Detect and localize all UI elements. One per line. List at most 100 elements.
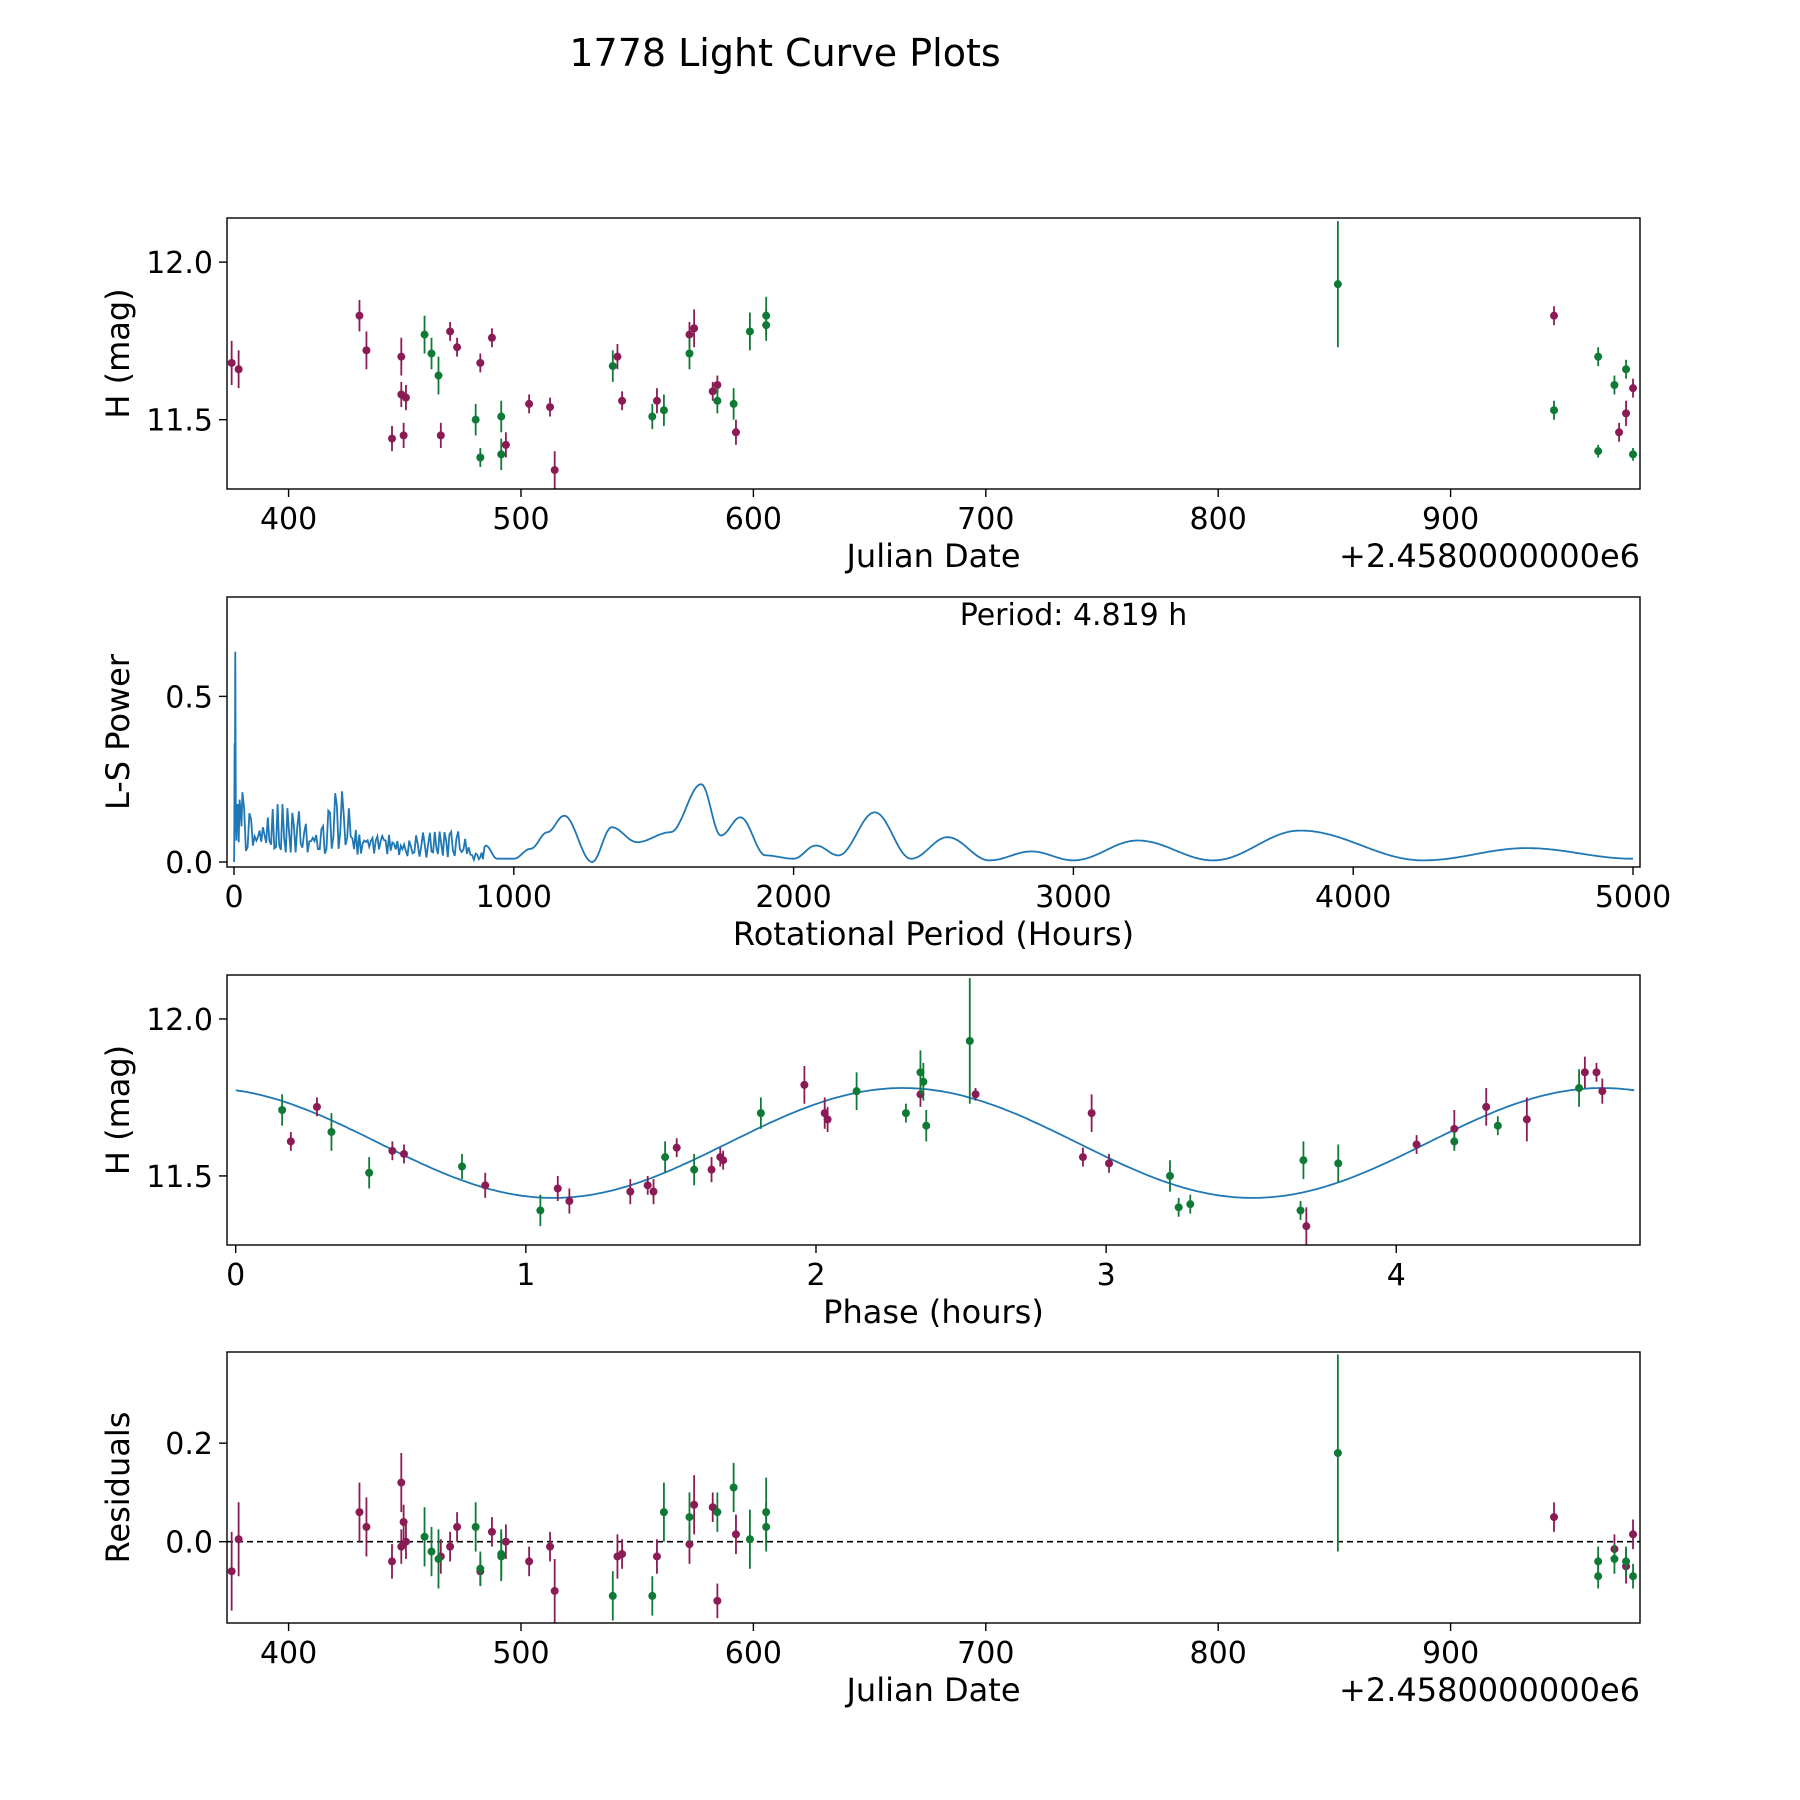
x-axis-label: Rotational Period (Hours) [733, 915, 1134, 953]
data-point [397, 352, 406, 361]
data-point [327, 1127, 336, 1136]
data-point [487, 1527, 496, 1536]
data-point [399, 431, 408, 440]
data-point [685, 349, 694, 358]
data-point [365, 1168, 374, 1177]
data-point [1629, 450, 1638, 459]
data-point [707, 1165, 716, 1174]
data-point [355, 1508, 364, 1517]
data-point [1594, 447, 1603, 456]
data-point [476, 453, 485, 462]
data-point [401, 393, 410, 402]
data-point [916, 1068, 925, 1077]
data-point [852, 1087, 861, 1096]
data-point [1450, 1124, 1459, 1133]
data-point [227, 1567, 236, 1576]
x-tick-label: 900 [1422, 1636, 1479, 1671]
data-point [713, 396, 722, 405]
y-tick-label: 12.0 [146, 1003, 213, 1038]
y-tick-label: 11.5 [146, 1160, 213, 1195]
data-point [648, 1591, 657, 1600]
data-point [1186, 1200, 1195, 1209]
data-point [546, 1542, 555, 1551]
data-point [1087, 1109, 1096, 1118]
panel-phased: 0 1 2 3 4 11.5 12.0 Phase (hours) H (mag) [99, 974, 1641, 1331]
data-point [1550, 1513, 1559, 1522]
data-point [234, 1535, 243, 1544]
data-point [731, 428, 740, 437]
data-point [685, 1540, 694, 1549]
data-point [388, 1557, 397, 1566]
data-point [1302, 1222, 1311, 1231]
data-point [762, 321, 771, 330]
data-point [1174, 1203, 1183, 1212]
x-tick-label: 900 [1422, 502, 1479, 537]
data-point [497, 412, 506, 421]
data-point [355, 311, 364, 320]
data-point [399, 1149, 408, 1158]
axes-frame [226, 217, 1641, 490]
data-point [1299, 1156, 1308, 1165]
data-point [1594, 1572, 1603, 1581]
data-point [546, 403, 555, 412]
data-point [649, 1187, 658, 1196]
data-point [919, 1077, 928, 1086]
data-point [971, 1090, 980, 1099]
data-point [643, 1181, 652, 1190]
data-point [550, 466, 559, 475]
plot-area [233, 651, 1633, 863]
data-point [648, 412, 657, 421]
data-point [420, 1532, 429, 1541]
data-point [1622, 409, 1631, 418]
data-point [471, 1522, 480, 1531]
y-tick-label: 0.5 [165, 680, 213, 715]
data-point [1550, 311, 1559, 320]
data-point [1594, 1557, 1603, 1566]
axes-frame [226, 1351, 1641, 1624]
data-point [1629, 1530, 1638, 1539]
data-point [453, 343, 462, 352]
y-tick-label: 0.0 [165, 846, 213, 881]
data-point [1622, 365, 1631, 374]
data-point [608, 1591, 617, 1600]
data-point [719, 1156, 728, 1165]
data-point [234, 365, 243, 374]
x-axis-label: Julian Date [844, 1671, 1020, 1709]
y-axis-label: H (mag) [99, 1045, 137, 1175]
data-point [446, 327, 455, 336]
data-point [745, 327, 754, 336]
data-point [901, 1109, 910, 1118]
series-band-green [420, 1354, 1638, 1621]
data-point [713, 1508, 722, 1517]
data-point [312, 1102, 321, 1111]
data-point [690, 1165, 699, 1174]
x-tick-label: 4 [1387, 1258, 1406, 1293]
figure-title: 1778 Light Curve Plots [569, 31, 1000, 75]
data-point [708, 387, 717, 396]
x-tick-label: 500 [492, 502, 549, 537]
panel-residuals: 400 500 600 700 800 900 0.0 0.2 Julian Date Resid… [99, 1351, 1641, 1709]
data-point [501, 440, 510, 449]
axes-frame [226, 596, 1641, 868]
data-point [1333, 280, 1342, 289]
data-point [685, 330, 694, 339]
x-tick-label: 700 [957, 502, 1014, 537]
data-point [388, 1146, 397, 1155]
data-point [1622, 1557, 1631, 1566]
data-point [362, 1522, 371, 1531]
model-curve [235, 1087, 1635, 1199]
x-axis-label: Julian Date [844, 537, 1020, 575]
data-point [729, 1483, 738, 1492]
x-tick-label: 400 [260, 502, 317, 537]
data-point [661, 1153, 670, 1162]
data-point [690, 324, 699, 333]
data-point [525, 399, 534, 408]
data-point [1598, 1087, 1607, 1096]
data-point [497, 450, 506, 459]
data-point [685, 1513, 694, 1522]
panel-periodogram: 0 1000 2000 3000 4000 5000 0.0 0.5 Rotational Pe… [99, 596, 1671, 953]
data-point [713, 381, 722, 390]
data-point [800, 1080, 809, 1089]
data-point [1575, 1084, 1584, 1093]
